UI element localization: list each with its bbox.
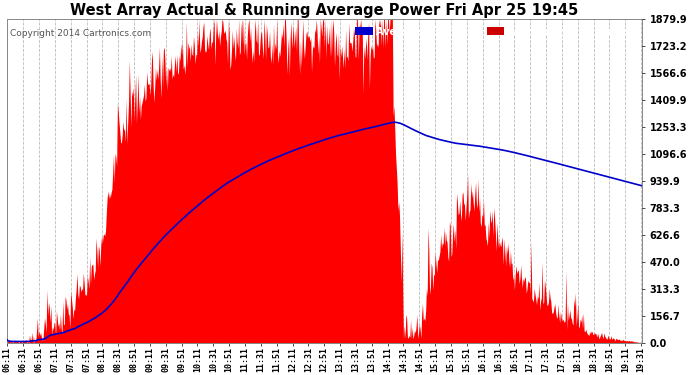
Legend: Average  (DC Watts), West Array  (DC Watts): Average (DC Watts), West Array (DC Watts… <box>352 24 637 40</box>
Text: Copyright 2014 Cartronics.com: Copyright 2014 Cartronics.com <box>10 28 152 38</box>
Title: West Array Actual & Running Average Power Fri Apr 25 19:45: West Array Actual & Running Average Powe… <box>70 3 579 18</box>
